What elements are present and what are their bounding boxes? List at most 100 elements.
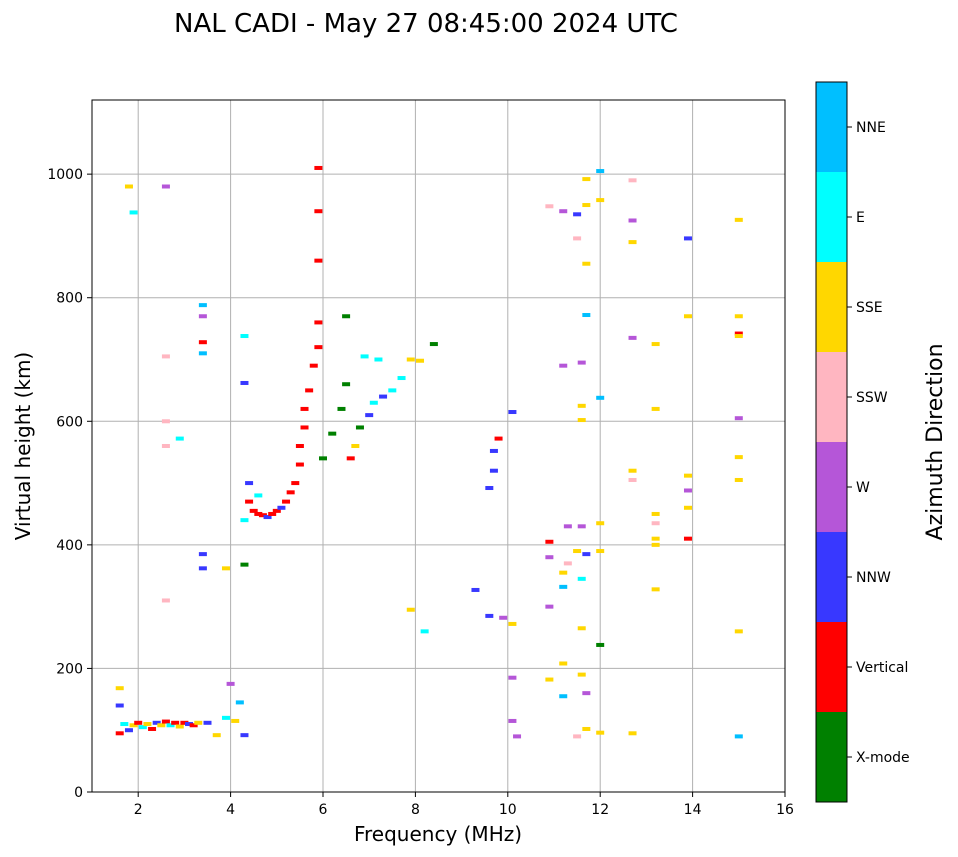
data-point-e [374, 357, 383, 362]
data-point-nnw [203, 720, 212, 725]
data-point-sse [577, 403, 586, 408]
data-point-e [221, 715, 230, 720]
data-point-sse [596, 198, 605, 203]
data-point-e [240, 518, 249, 523]
data-point-sse [577, 418, 586, 423]
data-point-vertical [249, 508, 258, 513]
data-point-sse [577, 626, 586, 631]
colorbar-label: X-mode [856, 750, 910, 766]
data-point-nnw [379, 394, 388, 399]
data-point-nnw [471, 587, 480, 592]
grid [92, 100, 786, 793]
colorbar-label: NNW [856, 570, 891, 586]
data-point-sse [559, 661, 568, 666]
data-point-e [166, 723, 175, 728]
data-point-sse [596, 549, 605, 554]
data-point-ssw [651, 521, 660, 526]
data-point-vertical [254, 511, 263, 516]
x-tick-label: 4 [226, 802, 235, 818]
data-point-sse [212, 733, 221, 738]
colorbar-swatch [816, 712, 847, 802]
data-point-sse [545, 677, 554, 682]
data-point-sse [577, 672, 586, 677]
data-point-nnw [185, 722, 194, 727]
data-point-e [397, 376, 406, 381]
data-point-vertical [171, 720, 180, 725]
colorbar-swatch [816, 442, 847, 532]
data-point-nnw [198, 566, 207, 571]
data-point-nnw [573, 212, 582, 217]
data-point-vertical [161, 719, 170, 724]
data-points [115, 165, 743, 739]
y-axis-ticks: 0 200 400 600 800 1000 [47, 167, 92, 801]
data-point-w [499, 615, 508, 620]
data-point-nnw [245, 481, 254, 486]
data-point-sse [734, 455, 743, 460]
data-point-e [120, 722, 129, 727]
data-point-sse [194, 720, 203, 725]
data-point-w [161, 184, 170, 189]
data-point-sse [628, 240, 637, 245]
data-point-e [254, 493, 263, 498]
data-point-x-mode [337, 406, 346, 411]
data-point-vertical [295, 444, 304, 448]
data-point-nne [596, 395, 605, 400]
colorbar-swatch [816, 352, 847, 442]
data-point-nne [198, 303, 207, 308]
data-point-e [420, 629, 429, 634]
colorbar-title: Azimuth Direction [923, 343, 948, 540]
data-point-sse [651, 536, 660, 541]
data-point-nnw [124, 728, 133, 733]
data-point-nne [198, 351, 207, 356]
data-point-nnw [198, 552, 207, 557]
data-point-ssw [563, 561, 572, 566]
x-tick-label: 12 [591, 802, 609, 818]
data-point-sse [683, 473, 692, 478]
data-point-sse [582, 726, 591, 731]
data-point-sse [582, 261, 591, 266]
colorbar: X-mode Vertical NNW W SSW SSE E NNE [815, 81, 910, 803]
data-point-e [577, 576, 586, 581]
data-point-sse [734, 477, 743, 482]
data-point-x-mode [355, 425, 364, 430]
colorbar-swatch [816, 622, 847, 712]
data-point-w [226, 681, 235, 686]
data-point-vertical [286, 490, 295, 495]
data-point-e [388, 388, 397, 393]
x-tick-label: 14 [684, 802, 702, 818]
data-point-ssw [545, 204, 554, 209]
data-point-vertical [314, 345, 323, 350]
data-point-nne [559, 694, 568, 699]
data-point-nnw [115, 703, 124, 708]
data-point-sse [734, 217, 743, 222]
data-point-sse [416, 358, 425, 363]
data-point-nne [559, 584, 568, 589]
data-point-w [545, 555, 554, 560]
colorbar-swatch [816, 262, 847, 352]
data-point-sse [129, 723, 138, 728]
data-point-vertical [180, 720, 189, 725]
data-point-nnw [263, 515, 272, 520]
data-point-nnw [485, 486, 494, 491]
data-point-vertical [346, 456, 355, 461]
x-tick-label: 10 [499, 802, 517, 818]
data-point-vertical [134, 720, 143, 725]
data-point-vertical [545, 539, 554, 544]
data-point-vertical [245, 499, 254, 504]
data-point-nnw [152, 720, 161, 725]
data-point-e [240, 334, 249, 339]
colorbar-label: SSE [856, 300, 883, 316]
data-point-w [513, 734, 522, 739]
data-point-w [563, 524, 572, 529]
data-point-nnw [485, 613, 494, 618]
colorbar-label: SSW [856, 390, 888, 406]
data-point-vertical [300, 406, 309, 411]
data-point-w [559, 363, 568, 368]
x-tick-label: 16 [776, 802, 794, 818]
data-point-nne [734, 734, 743, 739]
data-point-sse [651, 511, 660, 516]
data-point-x-mode [319, 456, 327, 461]
data-point-sse [559, 570, 568, 575]
data-point-x-mode [596, 642, 605, 647]
data-point-vertical [268, 511, 277, 516]
